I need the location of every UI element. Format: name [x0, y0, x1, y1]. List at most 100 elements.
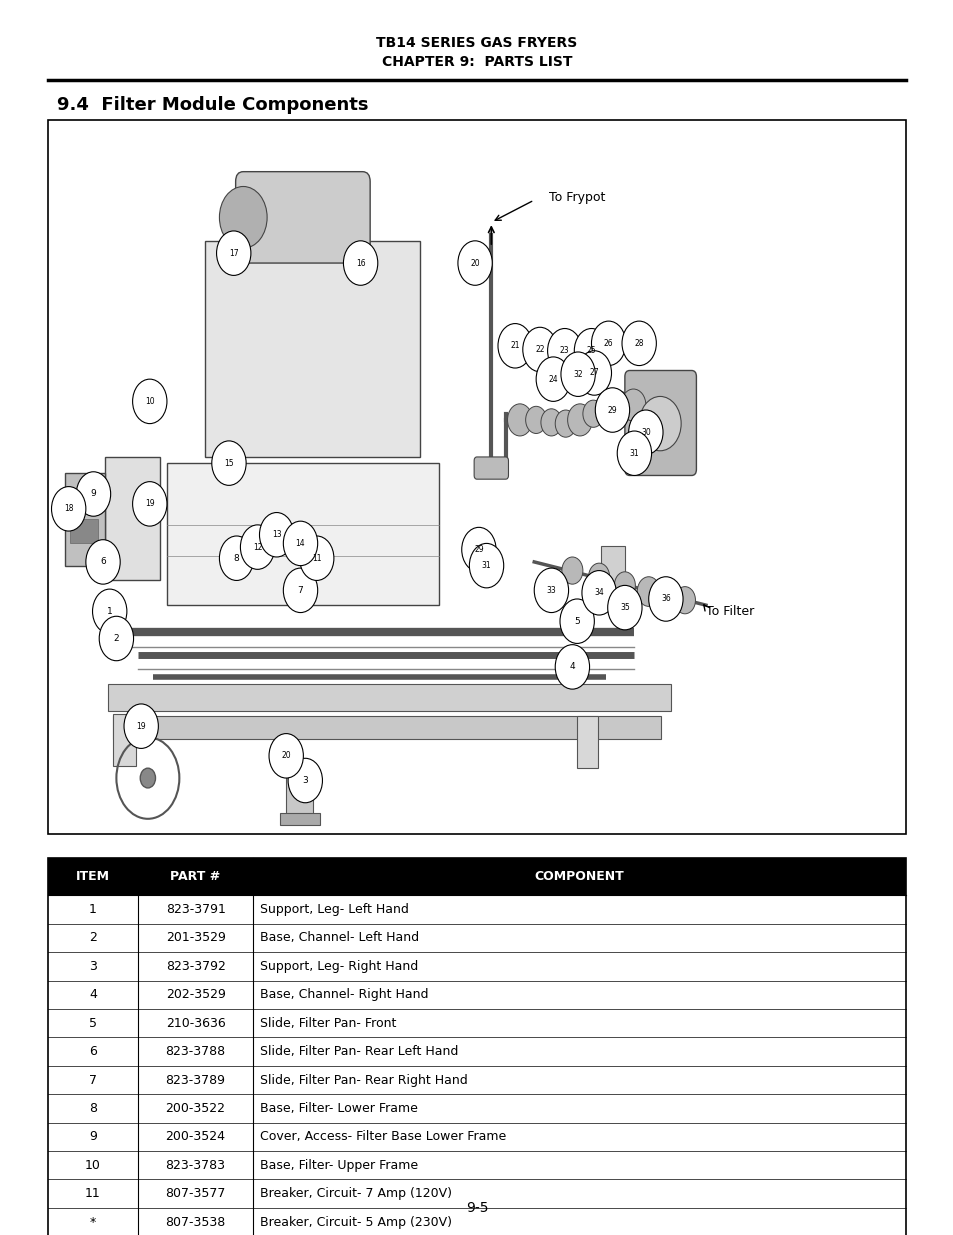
Text: 25: 25	[586, 346, 596, 356]
Text: 3: 3	[302, 776, 308, 785]
Text: 7: 7	[89, 1073, 97, 1087]
Circle shape	[283, 521, 317, 566]
Text: 13: 13	[272, 530, 281, 540]
Text: 1: 1	[89, 903, 97, 916]
Text: 823-3789: 823-3789	[166, 1073, 225, 1087]
FancyBboxPatch shape	[205, 241, 419, 457]
Circle shape	[657, 583, 678, 610]
Text: Base, Channel- Right Hand: Base, Channel- Right Hand	[260, 988, 429, 1002]
Circle shape	[614, 572, 635, 599]
Text: 200-3522: 200-3522	[166, 1102, 225, 1115]
Text: 30: 30	[640, 427, 650, 437]
Text: 7: 7	[297, 585, 303, 595]
Text: Cover, Access- Filter Base Lower Frame: Cover, Access- Filter Base Lower Frame	[260, 1130, 506, 1144]
Text: CHAPTER 9:  PARTS LIST: CHAPTER 9: PARTS LIST	[381, 54, 572, 69]
Text: 22: 22	[535, 345, 544, 354]
FancyBboxPatch shape	[108, 684, 670, 711]
Circle shape	[620, 389, 645, 421]
Text: 807-3538: 807-3538	[165, 1215, 226, 1229]
FancyBboxPatch shape	[112, 716, 660, 739]
Text: 17: 17	[229, 248, 238, 258]
Text: 9: 9	[89, 1130, 97, 1144]
FancyBboxPatch shape	[70, 519, 98, 543]
Text: 14: 14	[295, 538, 305, 548]
Circle shape	[507, 404, 532, 436]
Circle shape	[591, 321, 625, 366]
Text: 8: 8	[89, 1102, 97, 1115]
Text: 33: 33	[546, 585, 556, 595]
Text: 15: 15	[224, 458, 233, 468]
Text: 34: 34	[594, 588, 603, 598]
Circle shape	[132, 482, 167, 526]
Circle shape	[577, 351, 611, 395]
Text: Slide, Filter Pan- Front: Slide, Filter Pan- Front	[260, 1016, 396, 1030]
Text: 202-3529: 202-3529	[166, 988, 225, 1002]
Text: 31: 31	[629, 448, 639, 458]
Circle shape	[648, 577, 682, 621]
Circle shape	[559, 599, 594, 643]
Circle shape	[288, 758, 322, 803]
Text: COMPONENT: COMPONENT	[534, 871, 624, 883]
Text: 3: 3	[89, 960, 97, 973]
Text: TB14 SERIES GAS FRYERS: TB14 SERIES GAS FRYERS	[376, 36, 577, 51]
Circle shape	[607, 391, 632, 424]
Text: 823-3788: 823-3788	[165, 1045, 226, 1058]
Circle shape	[269, 734, 303, 778]
Text: 5: 5	[89, 1016, 97, 1030]
Circle shape	[595, 388, 629, 432]
Circle shape	[240, 525, 274, 569]
Circle shape	[469, 543, 503, 588]
Text: ITEM: ITEM	[76, 871, 110, 883]
Text: Base, Filter- Lower Frame: Base, Filter- Lower Frame	[260, 1102, 417, 1115]
Text: 5: 5	[574, 616, 579, 626]
Text: 18: 18	[64, 504, 73, 514]
Text: 6: 6	[100, 557, 106, 567]
Circle shape	[140, 768, 155, 788]
Text: 29: 29	[474, 545, 483, 555]
Text: 20: 20	[281, 751, 291, 761]
Text: 12: 12	[253, 542, 262, 552]
Text: To Frypot: To Frypot	[548, 191, 604, 204]
Circle shape	[522, 327, 557, 372]
Circle shape	[124, 704, 158, 748]
Text: 35: 35	[619, 603, 629, 613]
Text: Breaker, Circuit- 5 Amp (230V): Breaker, Circuit- 5 Amp (230V)	[260, 1215, 452, 1229]
FancyBboxPatch shape	[65, 473, 105, 566]
Text: 823-3792: 823-3792	[166, 960, 225, 973]
Text: Breaker, Circuit- 7 Amp (120V): Breaker, Circuit- 7 Amp (120V)	[260, 1187, 452, 1200]
Text: 1: 1	[107, 606, 112, 616]
Text: *: *	[90, 1215, 96, 1229]
Text: Base, Channel- Left Hand: Base, Channel- Left Hand	[260, 931, 419, 945]
Text: 27: 27	[589, 368, 598, 378]
Text: 823-3791: 823-3791	[166, 903, 225, 916]
Text: Slide, Filter Pan- Rear Right Hand: Slide, Filter Pan- Rear Right Hand	[260, 1073, 468, 1087]
Text: 200-3524: 200-3524	[166, 1130, 225, 1144]
Text: 10: 10	[85, 1158, 101, 1172]
Circle shape	[617, 431, 651, 475]
Circle shape	[525, 406, 546, 433]
Text: 19: 19	[136, 721, 146, 731]
Text: 16: 16	[355, 258, 365, 268]
Circle shape	[92, 589, 127, 634]
Text: 4: 4	[89, 988, 97, 1002]
Text: 11: 11	[312, 553, 321, 563]
FancyBboxPatch shape	[112, 714, 136, 766]
Circle shape	[639, 396, 680, 451]
Circle shape	[299, 536, 334, 580]
Circle shape	[461, 527, 496, 572]
Text: 4: 4	[569, 662, 575, 672]
Circle shape	[457, 241, 492, 285]
Circle shape	[51, 487, 86, 531]
Text: 823-3783: 823-3783	[166, 1158, 225, 1172]
Circle shape	[582, 400, 603, 427]
Circle shape	[497, 324, 532, 368]
FancyBboxPatch shape	[235, 172, 370, 263]
Circle shape	[536, 357, 570, 401]
Circle shape	[555, 410, 576, 437]
Circle shape	[561, 557, 582, 584]
Circle shape	[132, 379, 167, 424]
Circle shape	[621, 321, 656, 366]
Text: 9.4  Filter Module Components: 9.4 Filter Module Components	[57, 96, 369, 114]
Text: 10: 10	[145, 396, 154, 406]
Text: 210-3636: 210-3636	[166, 1016, 225, 1030]
